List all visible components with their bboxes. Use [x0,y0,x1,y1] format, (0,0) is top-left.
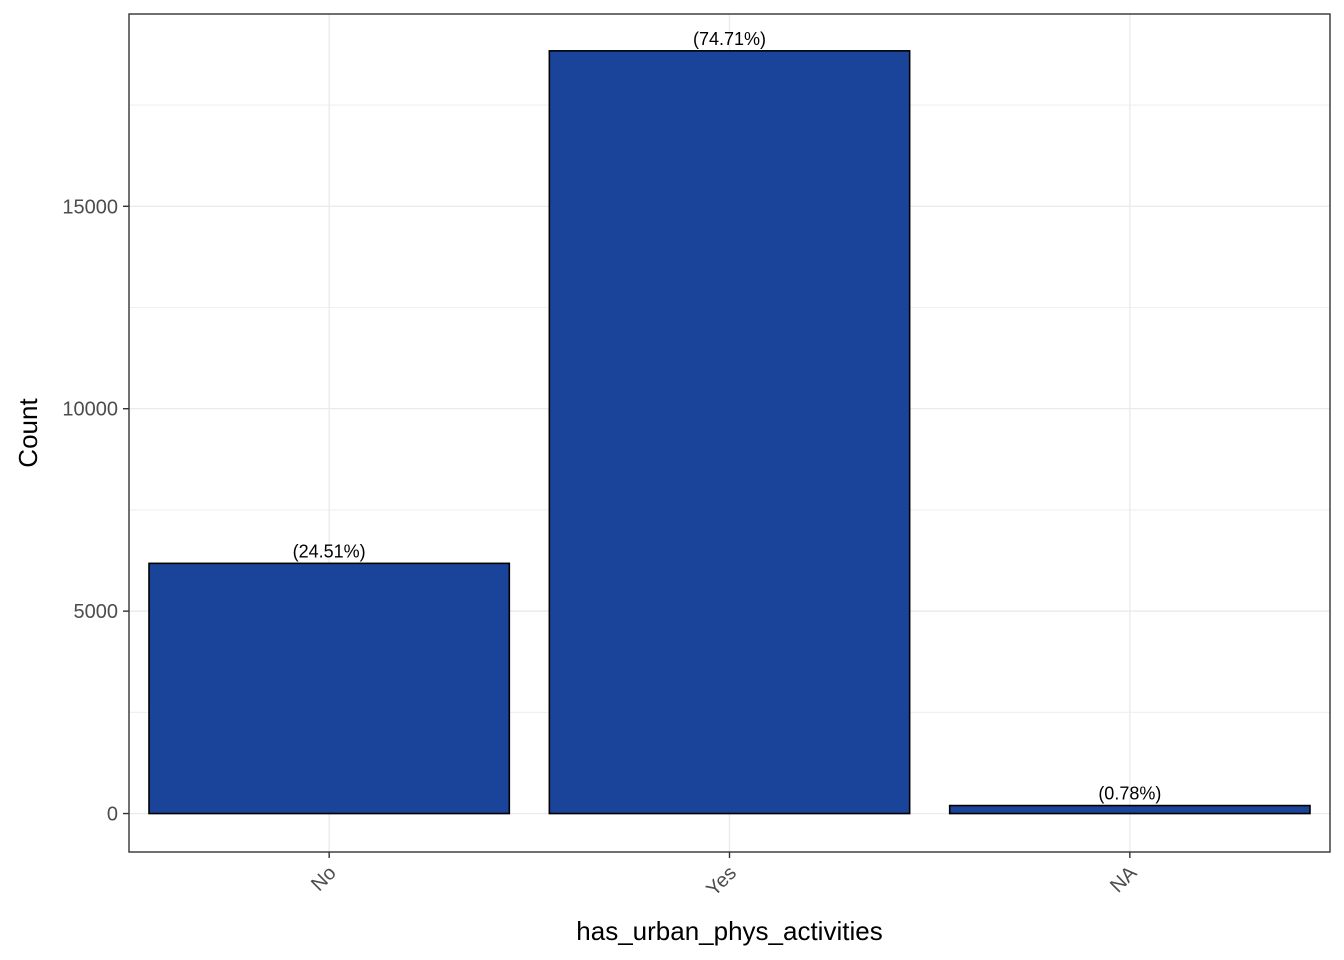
bar-data-label: (74.71%) [693,29,766,49]
bar-data-label: (0.78%) [1098,784,1161,804]
y-tick-label: 15000 [62,196,118,218]
bar-na [948,804,1311,815]
y-tick-label: 10000 [62,399,118,421]
x-axis-title: has_urban_phys_activities [576,916,882,946]
bars [148,50,1311,815]
bar-labels: (24.51%) (74.71%) (0.78%) [293,29,1162,804]
y-tick-label: 5000 [74,601,119,623]
y-axis-title: Count [13,398,43,468]
bar-yes [548,50,911,815]
bar-no [148,562,511,815]
y-axis-ticks: 0 5000 10000 15000 [62,196,129,826]
y-tick-label: 0 [107,804,118,826]
bar-data-label: (24.51%) [293,541,366,561]
